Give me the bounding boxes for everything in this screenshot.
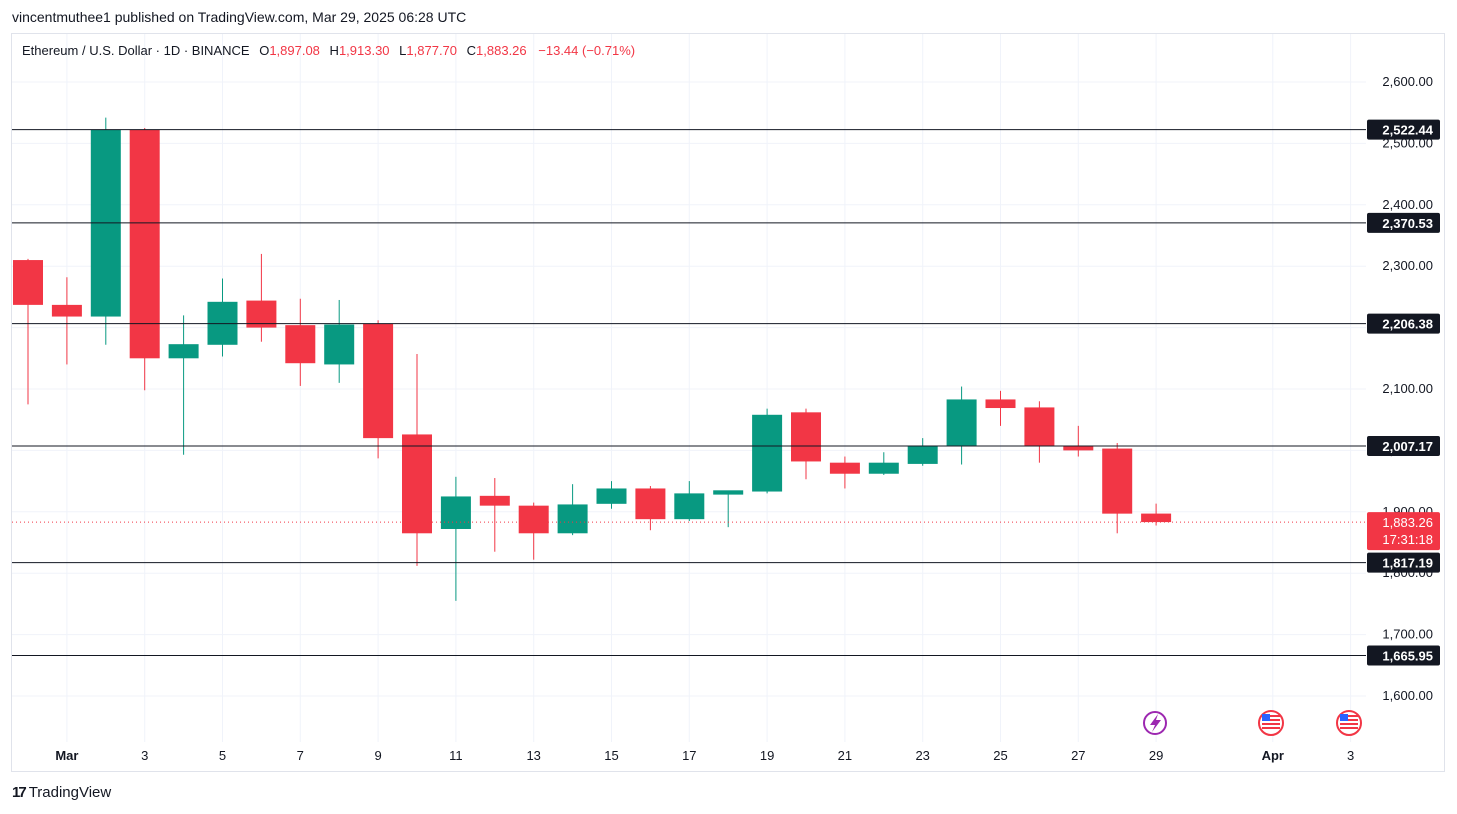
x-axis-tick-label: 27 (1071, 748, 1085, 763)
candle-up[interactable] (324, 324, 355, 365)
level-price-label: 2,206.38 (1382, 317, 1433, 332)
change-value: −13.44 (−0.71%) (538, 43, 636, 58)
candle-down[interactable] (285, 325, 316, 364)
candle-down[interactable] (363, 323, 394, 439)
tradingview-logo-icon: 17 (12, 784, 27, 801)
brand-name: TradingView (28, 784, 112, 801)
candle-up[interactable] (596, 488, 627, 504)
close-value: 1,883.26 (476, 43, 527, 58)
x-axis-tick-label: 13 (526, 748, 540, 763)
flag-stripe (1340, 715, 1358, 717)
candle-up[interactable] (557, 504, 588, 534)
flag-stripe (1262, 719, 1280, 721)
x-axis-tick-label: 3 (1347, 748, 1354, 763)
x-axis-tick-label: 29 (1149, 748, 1163, 763)
x-axis-tick-label: Mar (55, 748, 78, 763)
level-price-tag (1367, 212, 1440, 233)
y-axis-tick-label: 1,600.00 (1382, 688, 1433, 703)
close-label: C (466, 43, 477, 58)
flag-stripe (1340, 719, 1358, 721)
tradingview-brand[interactable]: 17 TradingView (12, 784, 111, 801)
y-axis-tick-label: 2,100.00 (1382, 381, 1433, 396)
level-price-label: 2,522.44 (1382, 123, 1433, 138)
candle-up[interactable] (713, 490, 744, 495)
y-axis-tick-label: 2,300.00 (1382, 258, 1433, 273)
flag-stripe (1340, 727, 1358, 729)
x-axis-tick-label: Apr (1262, 748, 1284, 763)
last-price-tag (1367, 512, 1440, 551)
candle-down[interactable] (246, 300, 277, 328)
x-axis-tick-label: 3 (141, 748, 148, 763)
candle-up[interactable] (752, 414, 783, 492)
x-axis-tick-label: 17 (682, 748, 696, 763)
bar-countdown-label: 17:31:18 (1382, 532, 1433, 547)
candle-down[interactable] (13, 260, 43, 305)
level-price-tag (1367, 435, 1440, 456)
candle-down[interactable] (791, 412, 821, 462)
candle-down[interactable] (1102, 448, 1133, 514)
candle-down[interactable] (1024, 407, 1055, 446)
level-price-label: 1,817.19 (1382, 556, 1433, 571)
candle-down[interactable] (635, 488, 666, 520)
y-axis-tick-label: 2,400.00 (1382, 197, 1433, 212)
x-axis-tick-label: 25 (993, 748, 1007, 763)
candle-down[interactable] (829, 462, 860, 474)
open-value: 1,897.08 (269, 43, 320, 58)
flag-stripe (1340, 723, 1358, 725)
level-price-tag (1367, 645, 1440, 666)
candle-down[interactable] (51, 304, 82, 317)
x-axis-tick-label: 15 (604, 748, 618, 763)
candle-up[interactable] (168, 344, 199, 359)
x-axis-tick-label: 9 (374, 748, 381, 763)
candle-up[interactable] (907, 445, 938, 464)
level-price-label: 2,007.17 (1382, 439, 1433, 454)
ohlc-legend: Ethereum / U.S. Dollar · 1D · BINANCE O1… (22, 43, 635, 58)
candle-up[interactable] (674, 493, 705, 520)
candle-down[interactable] (518, 505, 549, 534)
high-label: H (329, 43, 339, 58)
x-axis-tick-label: 7 (297, 748, 304, 763)
candle-up[interactable] (946, 399, 977, 446)
lightning-bolt-icon (1150, 714, 1161, 732)
symbol-title[interactable]: Ethereum / U.S. Dollar · 1D · BINANCE (22, 43, 250, 58)
candle-up[interactable] (440, 496, 471, 529)
x-axis-tick-label: 21 (838, 748, 852, 763)
candle-down[interactable] (1063, 446, 1094, 451)
flag-canton (1262, 714, 1270, 721)
x-axis-tick-label: 19 (760, 748, 774, 763)
flag-stripe (1262, 727, 1280, 729)
low-label: L (399, 43, 407, 58)
published-by-text: vincentmuthee1 published on TradingView.… (12, 9, 467, 25)
candle-down[interactable] (402, 434, 432, 534)
candle-down[interactable] (1141, 513, 1172, 523)
high-value: 1,913.30 (338, 43, 390, 58)
level-price-label: 1,665.95 (1382, 649, 1433, 664)
x-axis-tick-label: 23 (915, 748, 929, 763)
y-axis-tick-label: 1,700.00 (1382, 627, 1433, 642)
level-price-tag (1367, 552, 1440, 573)
x-axis-tick-label: 11 (449, 748, 463, 763)
chart-frame (11, 33, 1445, 772)
level-price-tag (1367, 119, 1440, 140)
candle-down[interactable] (479, 495, 510, 506)
y-axis-tick-label: 2,600.00 (1382, 74, 1433, 89)
x-axis-tick-label: 5 (219, 748, 226, 763)
candle-up[interactable] (868, 462, 899, 474)
candle-down[interactable] (985, 399, 1016, 409)
low-value: 1,877.70 (406, 43, 458, 58)
flag-canton (1340, 714, 1348, 721)
candle-down[interactable] (129, 129, 160, 359)
level-price-tag (1367, 313, 1440, 334)
last-price-label: 1,883.26 (1382, 515, 1433, 530)
flag-stripe (1262, 723, 1280, 725)
open-label: O (259, 43, 270, 58)
flag-stripe (1262, 715, 1280, 717)
level-price-label: 2,370.53 (1382, 216, 1433, 231)
